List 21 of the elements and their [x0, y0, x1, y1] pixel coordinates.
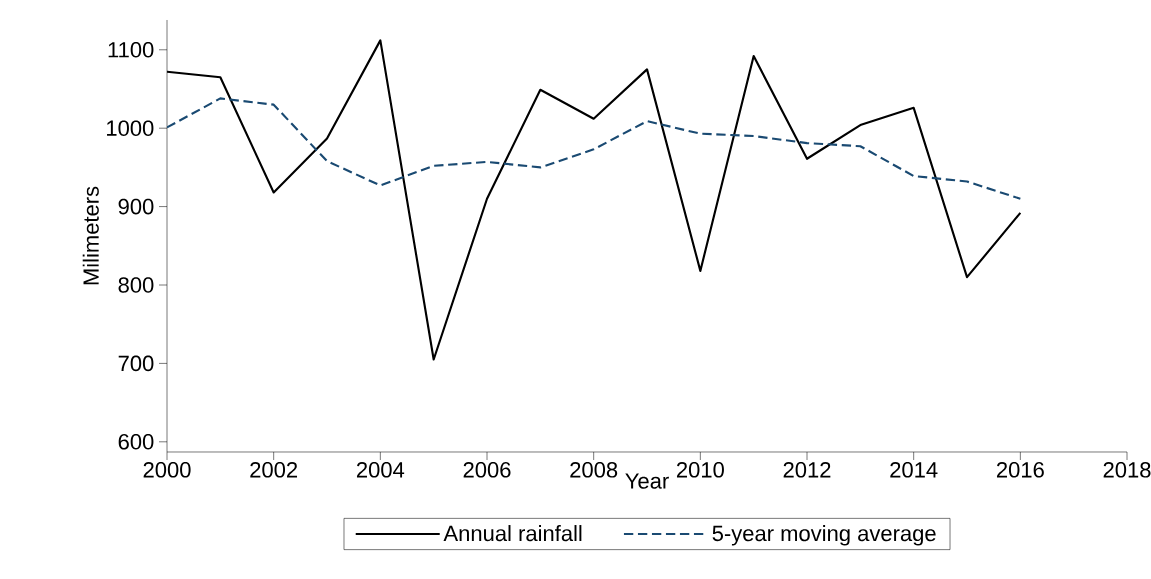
x-tick-label: 2018: [1103, 462, 1151, 478]
legend-label: Annual rainfall: [443, 525, 582, 542]
x-tick-label: 2000: [143, 462, 191, 478]
y-tick-label: 1100: [108, 41, 154, 58]
y-tick-label: 900: [118, 198, 154, 215]
x-axis-title: Year: [625, 473, 669, 489]
x-tick-label: 2002: [250, 462, 298, 478]
x-tick-label: 2014: [890, 462, 938, 478]
y-tick-label: 1000: [107, 120, 154, 136]
x-tick-label: 2006: [463, 462, 511, 478]
y-tick-label: 700: [118, 355, 154, 372]
x-tick-label: 2010: [676, 462, 724, 478]
x-tick-label: 2008: [570, 462, 618, 478]
y-tick-label: 800: [118, 277, 154, 293]
x-tick-label: 2004: [356, 462, 405, 478]
x-tick-label: 2016: [996, 462, 1044, 478]
y-tick-label: 600: [118, 434, 154, 450]
line-series: [167, 97, 1022, 200]
x-tick-label: 2012: [783, 462, 831, 478]
legend-label: 5-year moving average: [712, 525, 936, 546]
y-axis-title: Milimeters: [82, 186, 99, 285]
